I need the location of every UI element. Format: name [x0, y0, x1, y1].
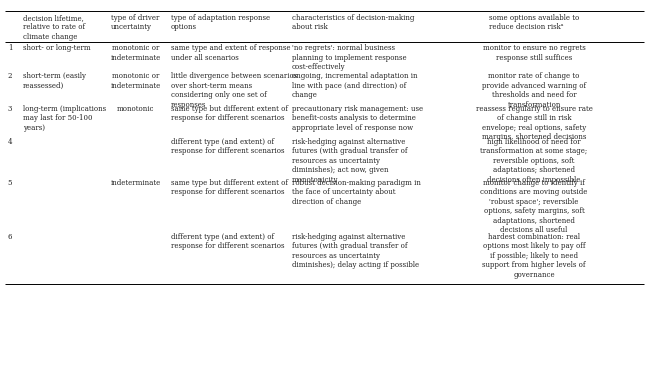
- Text: short- or long-term: short- or long-term: [23, 44, 90, 52]
- Text: same type and extent of response
under all scenarios: same type and extent of response under a…: [171, 44, 290, 62]
- Text: type of driver
uncertainty: type of driver uncertainty: [111, 14, 159, 31]
- Text: long-term (implications
may last for 50-100
years): long-term (implications may last for 50-…: [23, 105, 106, 132]
- Text: monitor to ensure no regrets
response still suffices: monitor to ensure no regrets response st…: [482, 44, 586, 62]
- Text: high likelihood of need for
transformation at some stage;
reversible options, so: high likelihood of need for transformati…: [481, 138, 588, 184]
- Text: robust decision-making paradigm in
the face of uncertainty about
direction of ch: robust decision-making paradigm in the f…: [292, 179, 421, 206]
- Text: hardest combination: real
options most likely to pay off
if possible; likely to : hardest combination: real options most l…: [482, 233, 586, 279]
- Text: type of adaptation response
options: type of adaptation response options: [171, 14, 270, 31]
- Text: precautionary risk management: use
benefit-costs analysis to determine
appropria: precautionary risk management: use benef…: [292, 105, 422, 132]
- Text: same type but different extent of
response for different scenarios: same type but different extent of respon…: [171, 105, 288, 122]
- Text: decision lifetime,
relative to rate of
climate change: decision lifetime, relative to rate of c…: [23, 14, 84, 41]
- Text: ongoing, incremental adaptation in
line with pace (and direction) of
change: ongoing, incremental adaptation in line …: [292, 72, 417, 100]
- Text: 5: 5: [8, 179, 12, 187]
- Text: reassess regularly to ensure rate
of change still in risk
envelope; real options: reassess regularly to ensure rate of cha…: [475, 105, 593, 141]
- Text: some options available to
reduce decision riskᵃ: some options available to reduce decisio…: [489, 14, 579, 31]
- Text: risk-hedging against alternative
futures (with gradual transfer of
resources as : risk-hedging against alternative futures…: [292, 138, 407, 184]
- Text: 1: 1: [8, 44, 12, 52]
- Text: 2: 2: [8, 72, 12, 81]
- Text: characteristics of decision-making
about risk: characteristics of decision-making about…: [292, 14, 414, 31]
- Text: monotonic: monotonic: [117, 105, 154, 113]
- Text: 3: 3: [8, 105, 12, 113]
- Text: monitor change to identify if
conditions are moving outside
'robust space'; reve: monitor change to identify if conditions…: [481, 179, 588, 234]
- Text: 4: 4: [8, 138, 12, 146]
- Text: same type but different extent of
response for different scenarios: same type but different extent of respon…: [171, 179, 288, 196]
- Text: 6: 6: [8, 233, 12, 241]
- Text: indeterminate: indeterminate: [110, 179, 161, 187]
- Text: different type (and extent) of
response for different scenarios: different type (and extent) of response …: [171, 138, 284, 155]
- Text: monitor rate of change to
provide advanced warning of
thresholds and need for
tr: monitor rate of change to provide advanc…: [482, 72, 586, 109]
- Text: short-term (easily
reassessed): short-term (easily reassessed): [23, 72, 86, 90]
- Text: risk-hedging against alternative
futures (with gradual transfer of
resources as : risk-hedging against alternative futures…: [292, 233, 419, 269]
- Text: monotonic or
indeterminate: monotonic or indeterminate: [110, 44, 161, 62]
- Text: different type (and extent) of
response for different scenarios: different type (and extent) of response …: [171, 233, 284, 250]
- Text: monotonic or
indeterminate: monotonic or indeterminate: [110, 72, 161, 90]
- Text: 'no regrets': normal business
planning to implement response
cost-effectively: 'no regrets': normal business planning t…: [292, 44, 406, 71]
- Text: little divergence between scenarios
over short-term means
considering only one s: little divergence between scenarios over…: [171, 72, 297, 109]
